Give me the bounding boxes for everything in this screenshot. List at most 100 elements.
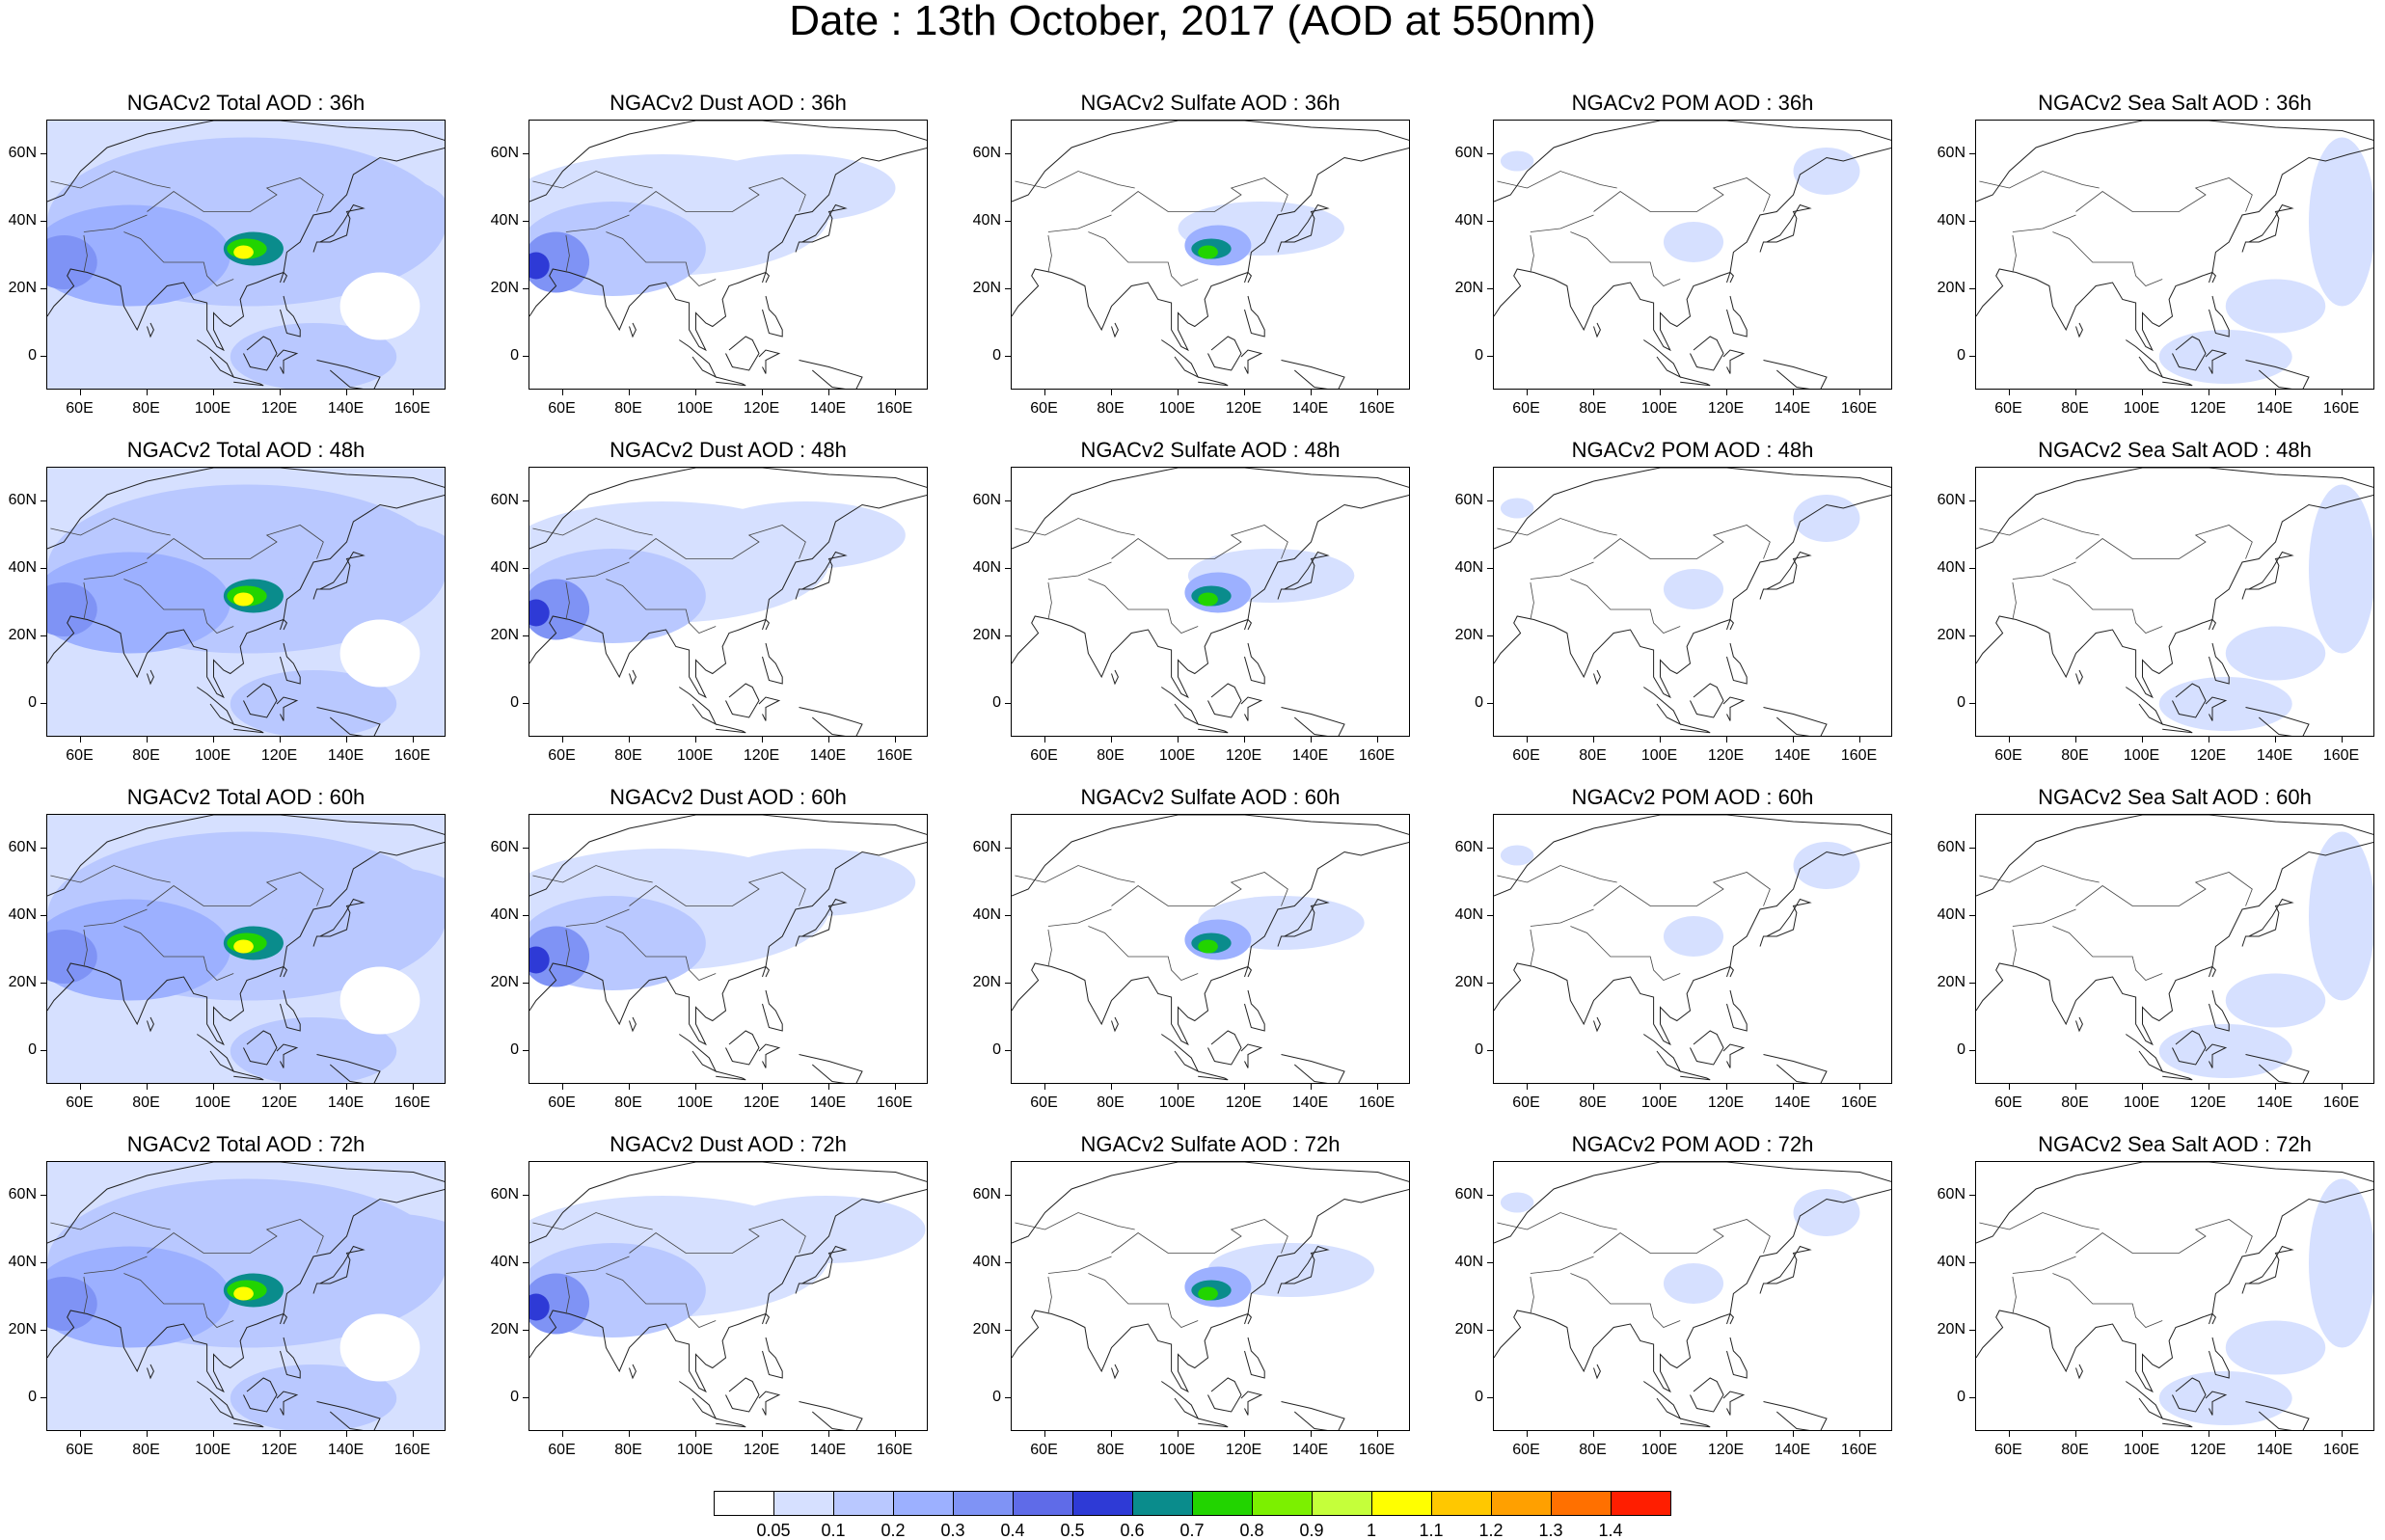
lon-tick (1310, 1084, 1312, 1090)
aod-field (529, 1196, 926, 1337)
lat-tick (41, 983, 46, 984)
lon-tick (1376, 1084, 1378, 1090)
lon-label: 140E (2256, 747, 2293, 764)
lon-tick (894, 1084, 896, 1090)
lon-label: 80E (1579, 400, 1607, 417)
lon-tick (1177, 1431, 1179, 1437)
lon-label: 60E (1994, 747, 2022, 764)
lat-label: 40N (8, 906, 37, 923)
lat-tick (1005, 153, 1011, 154)
lon-tick (1376, 390, 1378, 395)
colorbar-label: 0.9 (1299, 1521, 1324, 1540)
map-canvas (1976, 468, 2373, 736)
lon-tick (761, 737, 763, 743)
lon-label: 80E (614, 747, 642, 764)
lon-tick (694, 1431, 696, 1437)
map-panel (528, 120, 928, 390)
lon-tick (1243, 390, 1245, 395)
lat-tick (1969, 1330, 1975, 1331)
lat-label: 40N (1937, 212, 1965, 229)
lat-tick (1005, 915, 1011, 916)
lon-label: 120E (2189, 747, 2227, 764)
lon-label: 120E (1225, 400, 1262, 417)
lon-tick (1592, 737, 1594, 743)
lon-label: 60E (1994, 400, 2022, 417)
panel-title: NGACv2 Sea Salt AOD : 72h (2038, 1132, 2312, 1156)
panel-title: NGACv2 Dust AOD : 36h (610, 91, 847, 115)
lon-tick (827, 1084, 829, 1090)
lon-label: 60E (1030, 747, 1058, 764)
map-panel (46, 814, 446, 1084)
panel-title: NGACv2 Sea Salt AOD : 36h (2038, 91, 2312, 115)
colorbar-swatch (1252, 1491, 1313, 1516)
lon-tick (1526, 1431, 1528, 1437)
lat-label: 20N (1454, 1321, 1483, 1337)
lon-tick (2341, 737, 2343, 743)
lon-label: 140E (1291, 1442, 1329, 1458)
map-canvas (1976, 121, 2373, 389)
lon-tick (279, 1084, 281, 1090)
lon-tick (1110, 1084, 1112, 1090)
lon-label: 60E (1994, 1442, 2022, 1458)
lat-label: 20N (1454, 627, 1483, 643)
lon-label: 120E (260, 1094, 298, 1111)
panel-title: NGACv2 Sulfate AOD : 36h (1080, 91, 1341, 115)
map-canvas (1976, 815, 2373, 1083)
lon-label: 140E (2256, 1094, 2293, 1111)
panel-title: NGACv2 Dust AOD : 72h (610, 1132, 847, 1156)
lat-label: 0 (28, 1041, 37, 1058)
lon-tick (561, 390, 563, 395)
lat-tick (523, 568, 528, 569)
lat-label: 20N (972, 1321, 1001, 1337)
lon-label: 80E (614, 1442, 642, 1458)
lat-tick (1005, 983, 1011, 984)
lon-label: 140E (1774, 400, 1811, 417)
lon-label: 60E (66, 400, 94, 417)
lat-tick (1969, 1262, 1975, 1263)
lat-tick (523, 703, 528, 704)
lon-label: 80E (1097, 747, 1125, 764)
lat-label: 0 (992, 347, 1001, 364)
lat-label: 40N (1937, 1254, 1965, 1270)
lon-label: 100E (2123, 1094, 2160, 1111)
lat-label: 0 (510, 1041, 519, 1058)
lon-label: 100E (676, 1094, 714, 1111)
map-canvas (529, 468, 927, 736)
panel-title: NGACv2 Sulfate AOD : 48h (1080, 438, 1341, 462)
lon-tick (1526, 1084, 1528, 1090)
lat-label: 20N (1937, 280, 1965, 296)
map-panel (1975, 467, 2374, 737)
lon-label: 60E (66, 1094, 94, 1111)
lon-label: 80E (1097, 400, 1125, 417)
lon-tick (1858, 1084, 1860, 1090)
lat-label: 0 (1475, 1389, 1483, 1405)
lat-tick (41, 221, 46, 222)
lon-tick (79, 1084, 81, 1090)
map-panel (1975, 120, 2374, 390)
coastlines (1012, 815, 1409, 1083)
panel-title: NGACv2 Sulfate AOD : 72h (1080, 1132, 1341, 1156)
lon-tick (628, 1084, 630, 1090)
lon-tick (2008, 737, 2010, 743)
lat-label: 20N (490, 1321, 519, 1337)
coastlines (47, 815, 445, 1083)
lat-tick (41, 915, 46, 916)
lat-tick (1487, 1195, 1493, 1196)
lon-label: 140E (809, 747, 847, 764)
panel-title: NGACv2 POM AOD : 48h (1571, 438, 1814, 462)
lon-label: 80E (132, 400, 160, 417)
lon-tick (212, 1084, 214, 1090)
lon-tick (1659, 390, 1661, 395)
lon-tick (1725, 390, 1727, 395)
lon-tick (2274, 390, 2276, 395)
lon-label: 80E (2061, 1442, 2089, 1458)
lat-label: 60N (1454, 145, 1483, 161)
lat-tick (41, 1262, 46, 1263)
lat-tick (1969, 153, 1975, 154)
lon-label: 80E (132, 1442, 160, 1458)
lat-tick (523, 915, 528, 916)
lat-label: 60N (972, 1186, 1001, 1202)
lon-tick (561, 1431, 563, 1437)
lat-label: 20N (1937, 1321, 1965, 1337)
lon-label: 140E (809, 1442, 847, 1458)
